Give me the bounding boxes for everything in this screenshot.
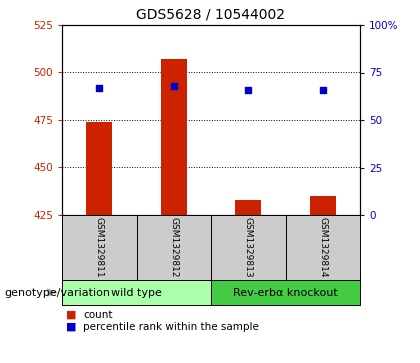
Text: ■: ■ [66,322,77,332]
Bar [310,196,336,215]
Text: GDS5628 / 10544002: GDS5628 / 10544002 [136,8,284,22]
Point [245,87,252,93]
Text: GSM1329811: GSM1329811 [95,217,104,278]
Text: GSM1329812: GSM1329812 [169,217,178,278]
Text: genotype/variation: genotype/variation [4,287,110,298]
Text: GSM1329813: GSM1329813 [244,217,253,278]
Point [171,83,177,89]
Text: percentile rank within the sample: percentile rank within the sample [83,322,259,332]
Bar [86,122,112,215]
Point [319,87,326,93]
Point [96,85,102,91]
Text: wild type: wild type [111,287,162,298]
Text: ■: ■ [66,310,77,320]
Text: Rev-erbα knockout: Rev-erbα knockout [233,287,338,298]
Bar [235,200,261,215]
Text: count: count [83,310,113,320]
Text: GSM1329814: GSM1329814 [318,217,327,278]
Bar [161,59,187,215]
